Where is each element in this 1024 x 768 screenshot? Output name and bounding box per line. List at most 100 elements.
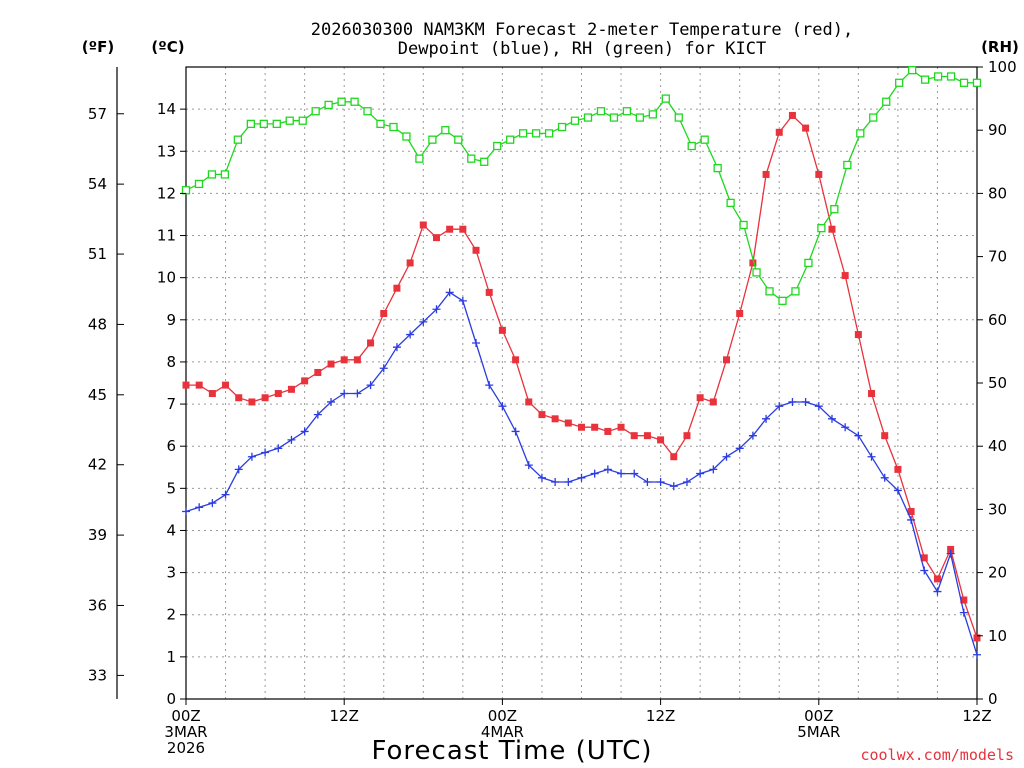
temperature-point: [261, 394, 269, 402]
dewpoint-point: [208, 499, 217, 508]
rh-point: [285, 116, 294, 125]
dewpoint-point: [564, 478, 573, 487]
temperature-point: [235, 394, 243, 402]
dewpoint-point: [735, 444, 744, 453]
y-tick-label-celsius: 2: [166, 606, 176, 624]
dewpoint-point: [445, 288, 454, 297]
chart-title-line2: Dewpoint (blue), RH (green) for KICT: [398, 39, 766, 59]
dewpoint-point: [893, 486, 902, 495]
dewpoint-point: [617, 469, 626, 478]
y-tick-label-celsius: 3: [166, 564, 176, 582]
credit-link[interactable]: coolwx.com/models: [860, 746, 1014, 764]
temperature-point: [881, 432, 889, 440]
rh-point: [817, 224, 826, 233]
y-tick-label-rh: 70: [988, 248, 1007, 266]
y-tick-label-fahrenheit: 54: [88, 175, 107, 193]
y-tick-label-celsius: 14: [157, 100, 176, 118]
dewpoint-point: [432, 305, 441, 314]
temperature-point: [406, 259, 414, 267]
rh-point: [778, 296, 787, 305]
axis-layer: 0123456789101112131433363942454851545701…: [88, 58, 1017, 757]
rh-point: [739, 220, 748, 230]
x-tick-label: 12Z: [330, 707, 359, 725]
y-tick-label-rh: 100: [988, 58, 1017, 76]
rh-point: [311, 107, 320, 116]
unit-label-rh: (RH): [981, 38, 1019, 56]
dewpoint-point: [195, 503, 204, 512]
rh-point: [959, 78, 969, 87]
y-tick-label-fahrenheit: 48: [88, 315, 107, 333]
temperature-point: [274, 390, 282, 398]
dewpoint-point: [379, 364, 388, 373]
rh-point: [389, 122, 398, 132]
y-tick-label-rh: 50: [988, 374, 1007, 392]
y-tick-label-fahrenheit: 57: [88, 105, 107, 123]
rh-point: [583, 113, 593, 122]
temperature-point: [208, 390, 216, 398]
rh-point: [233, 135, 243, 144]
temperature-point: [551, 415, 559, 423]
rh-point: [376, 119, 385, 129]
temperature-point: [868, 390, 876, 398]
temperature-point: [432, 234, 440, 242]
rh-point: [298, 116, 307, 125]
rh-point: [259, 119, 268, 129]
rh-point: [506, 135, 515, 144]
y-tick-label-celsius: 9: [166, 311, 176, 329]
dewpoint-point: [907, 515, 916, 524]
dewpoint-point: [656, 478, 665, 487]
rh-point: [648, 110, 657, 119]
temperature-point: [419, 221, 427, 229]
rh-point: [181, 186, 191, 195]
dewpoint-point: [340, 389, 349, 398]
dewpoint-point: [524, 461, 533, 470]
temperature-point: [301, 377, 309, 385]
series-layer: [181, 66, 982, 659]
temperature-point: [485, 288, 493, 296]
y-tick-label-fahrenheit: 39: [88, 526, 107, 544]
series-open-square: [181, 66, 982, 305]
dewpoint-point: [274, 444, 283, 453]
y-tick-label-fahrenheit: 51: [88, 245, 107, 263]
temperature-point: [617, 423, 625, 431]
rh-point: [972, 78, 982, 87]
rh-point: [856, 129, 865, 138]
temperature-point: [393, 284, 401, 292]
dewpoint-point: [603, 465, 612, 474]
dewpoint-point: [287, 435, 296, 444]
temperature-point: [947, 545, 955, 553]
rh-point: [791, 287, 800, 296]
temperature-point: [762, 170, 770, 178]
temperature-point: [709, 398, 717, 406]
dewpoint-point: [762, 414, 771, 423]
rh-point: [726, 198, 735, 208]
y-tick-label-celsius: 13: [157, 142, 176, 160]
y-tick-label-rh: 30: [988, 500, 1007, 518]
dewpoint-point: [854, 431, 863, 440]
temperature-point: [907, 508, 915, 516]
temperature-point: [828, 225, 836, 233]
temperature-point: [367, 339, 375, 347]
temperature-point: [314, 368, 322, 376]
rh-point: [674, 113, 683, 122]
dewpoint-point: [537, 473, 546, 482]
x-tick-year-label: 2026: [167, 739, 205, 757]
dewpoint-point: [709, 465, 718, 474]
rh-point: [804, 258, 813, 268]
series-plus: [182, 288, 981, 659]
rh-point: [869, 113, 878, 122]
temperature-point: [657, 436, 665, 444]
temperature-point: [920, 554, 928, 562]
rh-point: [454, 135, 463, 144]
y-tick-label-fahrenheit: 42: [88, 456, 107, 474]
dewpoint-point: [300, 427, 309, 436]
rh-point: [493, 141, 502, 151]
rh-point: [946, 72, 956, 81]
dewpoint-point: [485, 381, 494, 390]
dewpoint-point: [234, 465, 243, 474]
dewpoint-point: [722, 452, 731, 461]
temperature-point: [195, 381, 203, 389]
y-tick-label-rh: 90: [988, 121, 1007, 139]
y-tick-label-rh: 80: [988, 184, 1007, 202]
